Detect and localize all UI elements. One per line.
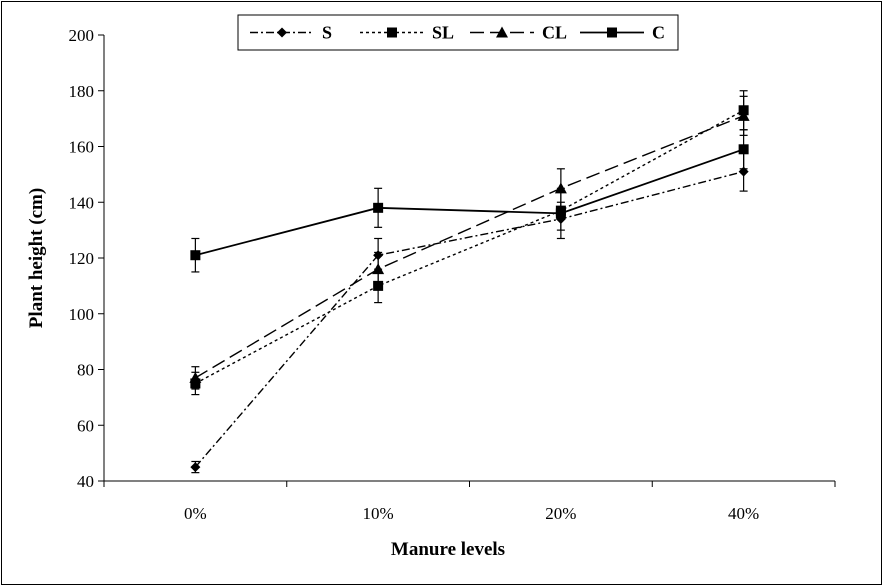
x-tick-label: 20%	[545, 504, 576, 523]
y-tick-label: 80	[77, 361, 94, 380]
series-line	[194, 170, 744, 468]
series-s	[190, 151, 749, 474]
data-point	[190, 250, 201, 261]
data-point	[190, 462, 201, 473]
legend-label: S	[322, 23, 332, 43]
legend-marker	[387, 27, 397, 38]
series-line	[195, 148, 744, 257]
data-point	[555, 208, 566, 219]
x-tick-label: 10%	[363, 504, 394, 523]
legend-marker	[607, 27, 617, 38]
legend-entry-sl: SL	[360, 23, 454, 43]
series-c	[190, 129, 749, 273]
series-line	[195, 115, 744, 379]
y-tick-label: 180	[69, 82, 95, 101]
legend-entry-c: C	[580, 23, 665, 43]
legend-marker	[277, 27, 287, 38]
data-point	[373, 202, 384, 213]
data-point	[189, 371, 202, 383]
y-tick-label: 140	[69, 193, 95, 212]
data-point	[737, 109, 750, 121]
y-tick-label: 160	[69, 138, 95, 157]
y-tick-label: 60	[77, 416, 94, 435]
legend-label: C	[652, 23, 665, 43]
legend-marker	[496, 26, 508, 38]
series-sl	[190, 90, 749, 396]
legend-label: CL	[542, 23, 567, 43]
x-tick-label: 40%	[728, 504, 759, 523]
series-layer	[189, 90, 750, 474]
legend: S SL CL C	[237, 14, 679, 51]
y-tick-label: 120	[69, 249, 95, 268]
axes: 40 60 80 100 120 140 160 180 200 0% 10% 20% 40%	[69, 26, 836, 523]
data-point	[372, 263, 385, 275]
series-line	[195, 109, 744, 385]
legend-entry-cl: CL	[470, 23, 567, 43]
legend-entry-s: S	[250, 23, 332, 43]
series-cl	[189, 95, 750, 390]
y-tick-label: 200	[69, 26, 95, 45]
x-tick-label: 0%	[184, 504, 207, 523]
y-tick-label: 100	[69, 305, 95, 324]
data-point	[738, 144, 749, 155]
y-tick-label: 40	[77, 472, 94, 491]
legend-label: SL	[432, 23, 454, 43]
x-axis-title: Manure levels	[391, 539, 505, 560]
y-axis-title: Plant height (cm)	[26, 188, 47, 328]
